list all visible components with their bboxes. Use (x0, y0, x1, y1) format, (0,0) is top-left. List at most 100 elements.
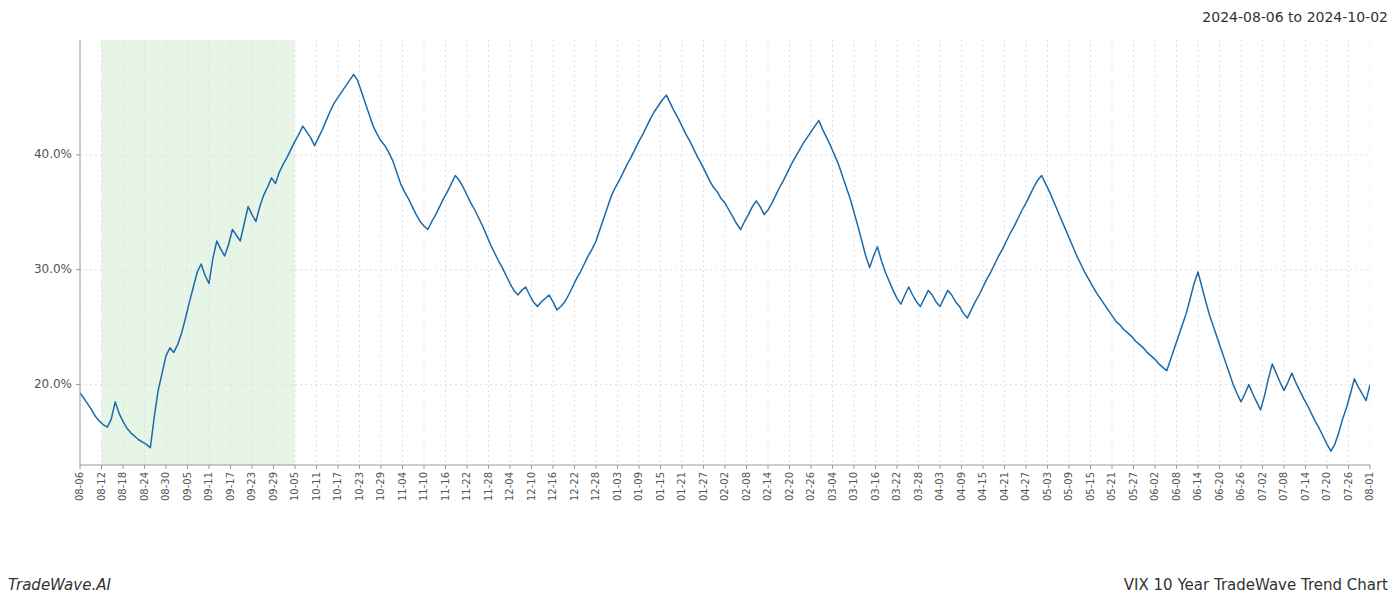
x-tick-label: 08-30 (160, 472, 171, 501)
x-tick (1004, 465, 1005, 469)
x-tick (1133, 465, 1134, 469)
x-tick-label: 01-15 (655, 472, 666, 501)
subtitle: 2024-08-06 to 2024-10-02 (1202, 9, 1388, 25)
x-tick (1112, 465, 1113, 469)
annotation: TradeWave.AI (8, 576, 111, 594)
x-tick-label: 12-10 (526, 472, 537, 501)
grid-line-x (1176, 40, 1177, 465)
x-tick (80, 465, 81, 469)
grid-line-x (1026, 40, 1027, 465)
grid-line-x (1219, 40, 1220, 465)
x-tick-label: 11-22 (461, 472, 472, 501)
x-tick-label: 05-27 (1128, 472, 1139, 501)
x-tick-label: 06-14 (1192, 472, 1203, 501)
x-tick-label: 08-06 (74, 472, 85, 501)
x-tick-label: 02-20 (784, 472, 795, 501)
grid-line-x (1004, 40, 1005, 465)
grid-line-x (1112, 40, 1113, 465)
x-tick (424, 465, 425, 469)
y-tick (76, 269, 80, 270)
grid-line-x (746, 40, 747, 465)
x-tick-label: 12-22 (569, 472, 580, 501)
plot-area (80, 40, 1370, 465)
grid-line-x (445, 40, 446, 465)
grid-line-x (510, 40, 511, 465)
x-tick (983, 465, 984, 469)
x-tick-label: 04-27 (1020, 472, 1031, 501)
x-tick (316, 465, 317, 469)
grid-line-x (166, 40, 167, 465)
grid-line-y (80, 384, 1370, 385)
x-tick (1241, 465, 1242, 469)
grid-line-x (682, 40, 683, 465)
x-tick-label: 12-16 (547, 472, 558, 501)
x-tick (273, 465, 274, 469)
grid-line-x (359, 40, 360, 465)
x-tick-label: 01-21 (676, 472, 687, 501)
x-tick (725, 465, 726, 469)
grid-line-x (187, 40, 188, 465)
x-tick (488, 465, 489, 469)
x-tick-label: 06-02 (1149, 472, 1160, 501)
grid-line-x (1069, 40, 1070, 465)
y-tick-label: 20.0% (34, 377, 72, 391)
x-tick (682, 465, 683, 469)
grid-line-x (1198, 40, 1199, 465)
grid-line-x (639, 40, 640, 465)
grid-line-x (1155, 40, 1156, 465)
grid-line-x (230, 40, 231, 465)
grid-line-x (1047, 40, 1048, 465)
x-tick-label: 09-17 (225, 472, 236, 501)
x-tick (295, 465, 296, 469)
x-tick (1327, 465, 1328, 469)
grid-line-x (1090, 40, 1091, 465)
x-tick-label: 11-10 (418, 472, 429, 501)
x-tick (1090, 465, 1091, 469)
x-tick-label: 04-15 (977, 472, 988, 501)
x-tick-label: 05-09 (1063, 472, 1074, 501)
grid-line-x (467, 40, 468, 465)
grid-line-x (1284, 40, 1285, 465)
grid-line-x (80, 40, 81, 465)
y-tick-label: 40.0% (34, 147, 72, 161)
x-tick (1284, 465, 1285, 469)
x-tick-label: 11-04 (397, 472, 408, 501)
grid-line-x (725, 40, 726, 465)
grid-line-x (574, 40, 575, 465)
x-tick (832, 465, 833, 469)
x-tick (1047, 465, 1048, 469)
x-tick (123, 465, 124, 469)
grid-line-x (596, 40, 597, 465)
grid-line-x (531, 40, 532, 465)
x-tick (445, 465, 446, 469)
shaded-region (102, 40, 296, 465)
x-tick-label: 05-03 (1042, 472, 1053, 501)
x-tick-label: 10-11 (311, 472, 322, 501)
grid-line-x (101, 40, 102, 465)
x-tick-label: 02-26 (805, 472, 816, 501)
x-tick-label: 09-23 (246, 472, 257, 501)
grid-line-x (918, 40, 919, 465)
x-tick-label: 05-15 (1085, 472, 1096, 501)
x-tick (381, 465, 382, 469)
x-tick (510, 465, 511, 469)
x-tick-label: 08-18 (117, 472, 128, 501)
grid-line-x (381, 40, 382, 465)
x-tick (553, 465, 554, 469)
x-tick (639, 465, 640, 469)
x-tick-label: 04-21 (999, 472, 1010, 501)
x-tick (359, 465, 360, 469)
x-tick (1262, 465, 1263, 469)
x-tick-label: 07-08 (1278, 472, 1289, 501)
grid-line-x (940, 40, 941, 465)
chart: 20.0%30.0%40.0%08-0608-1208-1808-2408-30… (0, 0, 1400, 600)
x-tick (252, 465, 253, 469)
x-tick (1069, 465, 1070, 469)
x-tick (574, 465, 575, 469)
x-tick (187, 465, 188, 469)
x-tick-label: 07-02 (1257, 472, 1268, 501)
grid-line-x (1370, 40, 1371, 465)
x-tick-label: 10-17 (332, 472, 343, 501)
x-tick (918, 465, 919, 469)
x-tick (144, 465, 145, 469)
